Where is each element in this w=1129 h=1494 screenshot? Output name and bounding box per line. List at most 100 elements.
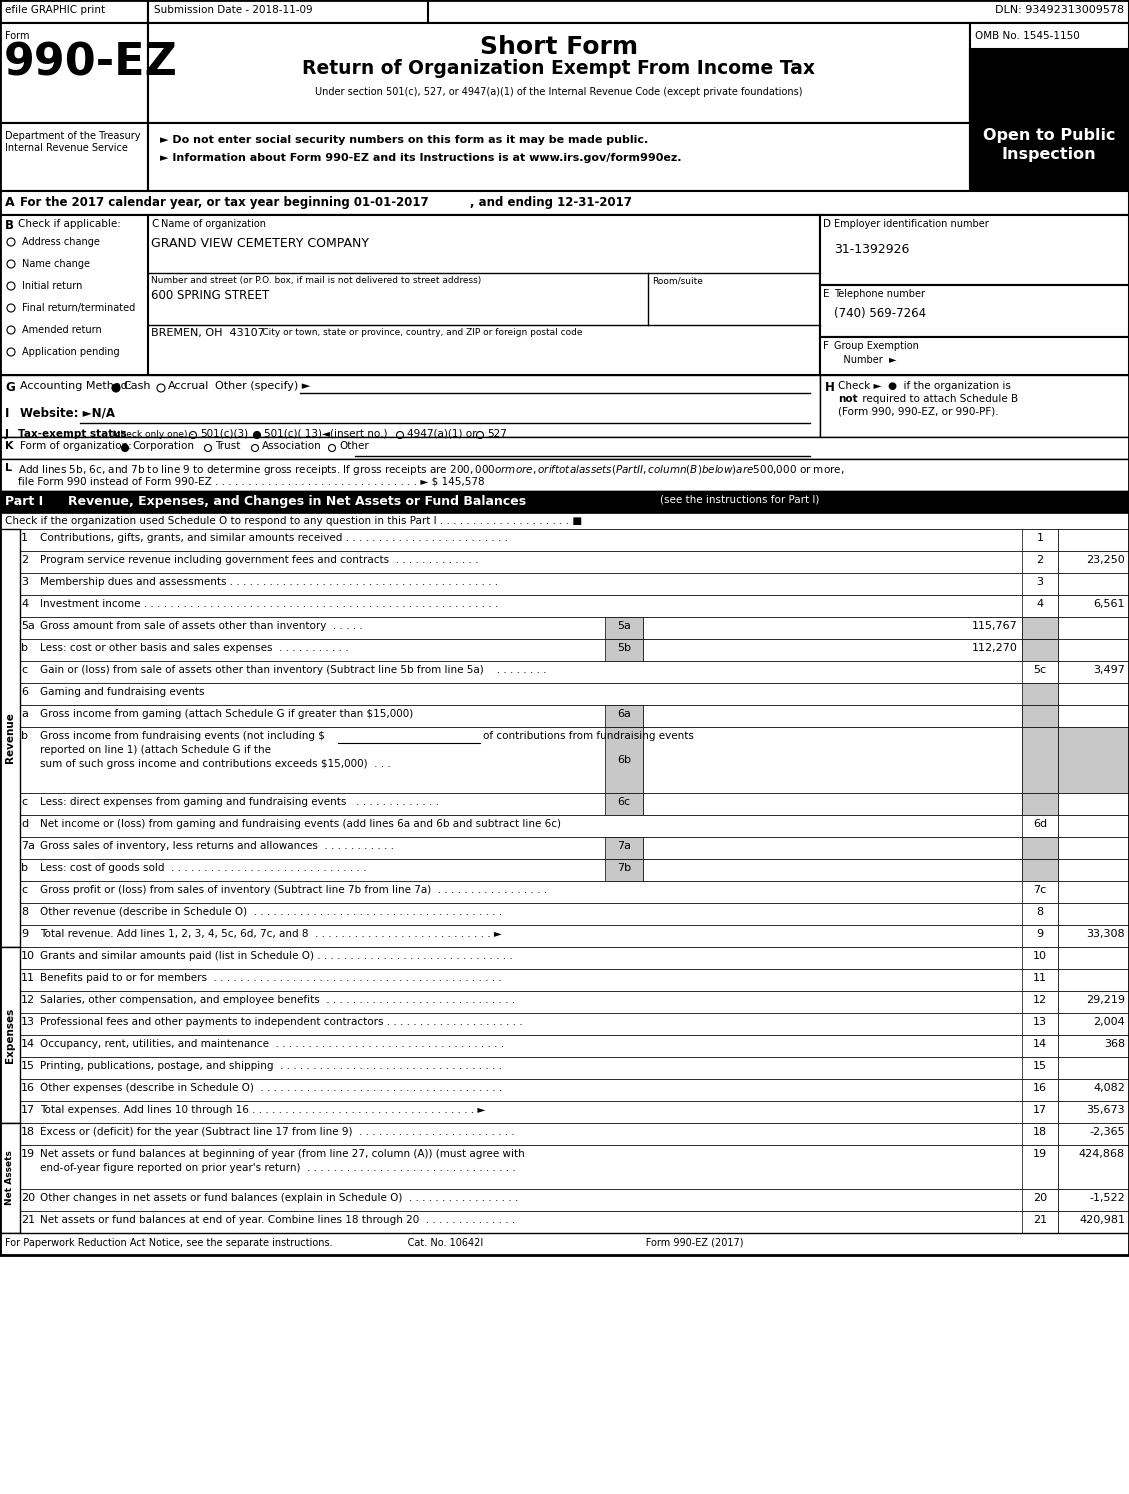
Text: Net income or (loss) from gaming and fundraising events (add lines 6a and 6b and: Net income or (loss) from gaming and fun… bbox=[40, 819, 561, 829]
Bar bbox=[1022, 902, 1058, 925]
Text: Initial return: Initial return bbox=[21, 281, 82, 291]
Text: 6,561: 6,561 bbox=[1094, 599, 1124, 610]
Text: 15: 15 bbox=[21, 1061, 35, 1071]
Text: file Form 990 instead of Form 990-EZ . . . . . . . . . . . . . . . . . . . . . .: file Form 990 instead of Form 990-EZ . .… bbox=[18, 477, 484, 486]
Bar bbox=[0, 492, 1129, 512]
Circle shape bbox=[112, 384, 120, 391]
Text: Other expenses (describe in Schedule O)  . . . . . . . . . . . . . . . . . . . .: Other expenses (describe in Schedule O) … bbox=[40, 1083, 502, 1094]
Text: 7a: 7a bbox=[618, 841, 631, 852]
Bar bbox=[1058, 529, 1129, 551]
Text: For Paperwork Reduction Act Notice, see the separate instructions.              : For Paperwork Reduction Act Notice, see … bbox=[5, 1239, 744, 1247]
Text: 20: 20 bbox=[21, 1194, 35, 1203]
Bar bbox=[644, 705, 1022, 728]
Text: Website: ►N/A: Website: ►N/A bbox=[20, 406, 115, 420]
Text: Gaming and fundraising events: Gaming and fundraising events bbox=[40, 687, 204, 698]
Bar bbox=[1022, 859, 1058, 881]
Text: Employer identification number: Employer identification number bbox=[834, 220, 989, 229]
Text: 501(c)(3): 501(c)(3) bbox=[200, 429, 248, 439]
Bar bbox=[1058, 881, 1129, 902]
Text: c: c bbox=[21, 665, 27, 675]
Text: Investment income . . . . . . . . . . . . . . . . . . . . . . . . . . . . . . . : Investment income . . . . . . . . . . . … bbox=[40, 599, 498, 610]
Bar bbox=[1058, 1189, 1129, 1212]
Text: 1: 1 bbox=[21, 533, 28, 542]
Text: 527: 527 bbox=[487, 429, 507, 439]
Text: 424,868: 424,868 bbox=[1079, 1149, 1124, 1159]
Text: Less: cost of goods sold  . . . . . . . . . . . . . . . . . . . . . . . . . . . : Less: cost of goods sold . . . . . . . .… bbox=[40, 864, 367, 872]
Text: Revenue, Expenses, and Changes in Net Assets or Fund Balances: Revenue, Expenses, and Changes in Net As… bbox=[68, 495, 526, 508]
Text: -1,522: -1,522 bbox=[1089, 1194, 1124, 1203]
Bar bbox=[1022, 1212, 1058, 1233]
Text: Form of organization:: Form of organization: bbox=[20, 441, 132, 451]
Text: 420,981: 420,981 bbox=[1079, 1215, 1124, 1225]
Text: Gross profit or (loss) from sales of inventory (Subtract line 7b from line 7a)  : Gross profit or (loss) from sales of inv… bbox=[40, 884, 548, 895]
Text: 12: 12 bbox=[1033, 995, 1047, 1005]
Text: Part I: Part I bbox=[5, 495, 43, 508]
Bar bbox=[820, 285, 1129, 338]
Bar bbox=[0, 22, 148, 123]
Bar bbox=[1022, 816, 1058, 837]
Text: of contributions from fundraising events: of contributions from fundraising events bbox=[483, 731, 694, 741]
Bar bbox=[1022, 574, 1058, 595]
Bar bbox=[20, 1144, 1129, 1189]
Text: BREMEN, OH  43107: BREMEN, OH 43107 bbox=[151, 329, 264, 338]
Text: 15: 15 bbox=[1033, 1061, 1047, 1071]
Text: A: A bbox=[5, 196, 15, 209]
Bar bbox=[644, 859, 1022, 881]
Bar bbox=[605, 859, 644, 881]
Bar bbox=[20, 529, 1129, 551]
Bar bbox=[644, 617, 1022, 639]
Bar bbox=[20, 1189, 1129, 1212]
Bar bbox=[20, 551, 1129, 574]
Bar bbox=[1058, 859, 1129, 881]
Bar bbox=[20, 1056, 1129, 1079]
Bar bbox=[605, 728, 644, 793]
Text: 4947(a)(1) or: 4947(a)(1) or bbox=[406, 429, 476, 439]
Text: Other: Other bbox=[339, 441, 369, 451]
Text: 9: 9 bbox=[21, 929, 28, 940]
Text: Form: Form bbox=[5, 31, 29, 40]
Text: Gross income from fundraising events (not including $: Gross income from fundraising events (no… bbox=[40, 731, 325, 741]
Bar bbox=[1058, 1035, 1129, 1056]
Text: Less: direct expenses from gaming and fundraising events   . . . . . . . . . . .: Less: direct expenses from gaming and fu… bbox=[40, 796, 439, 807]
Text: Net assets or fund balances at beginning of year (from line 27, column (A)) (mus: Net assets or fund balances at beginning… bbox=[40, 1149, 525, 1159]
Text: b: b bbox=[21, 642, 28, 653]
Bar bbox=[0, 947, 20, 1123]
Bar bbox=[0, 1233, 1129, 1255]
Text: 501(c)( 13): 501(c)( 13) bbox=[264, 429, 322, 439]
Text: F: F bbox=[823, 341, 829, 351]
Text: 31-1392926: 31-1392926 bbox=[834, 244, 909, 255]
Bar bbox=[0, 529, 20, 947]
Bar bbox=[20, 1101, 1129, 1123]
Bar bbox=[605, 837, 644, 859]
Text: Gain or (loss) from sale of assets other than inventory (Subtract line 5b from l: Gain or (loss) from sale of assets other… bbox=[40, 665, 546, 675]
Text: Under section 501(c), 527, or 4947(a)(1) of the Internal Revenue Code (except pr: Under section 501(c), 527, or 4947(a)(1)… bbox=[315, 87, 803, 97]
Text: Internal Revenue Service: Internal Revenue Service bbox=[5, 143, 128, 152]
Bar bbox=[644, 639, 1022, 660]
Bar bbox=[820, 215, 1129, 285]
Bar bbox=[1022, 1101, 1058, 1123]
Bar bbox=[1058, 793, 1129, 816]
Bar bbox=[20, 947, 1129, 970]
Text: Occupancy, rent, utilities, and maintenance  . . . . . . . . . . . . . . . . . .: Occupancy, rent, utilities, and maintena… bbox=[40, 1038, 505, 1049]
Text: I: I bbox=[5, 406, 9, 420]
Bar bbox=[1022, 991, 1058, 1013]
Bar bbox=[20, 793, 1129, 816]
Text: Corporation: Corporation bbox=[132, 441, 194, 451]
Text: 35,673: 35,673 bbox=[1086, 1106, 1124, 1115]
Bar bbox=[20, 595, 1129, 617]
Text: Program service revenue including government fees and contracts  . . . . . . . .: Program service revenue including govern… bbox=[40, 554, 479, 565]
Bar bbox=[20, 859, 1129, 881]
Text: Excess or (deficit) for the year (Subtract line 17 from line 9)  . . . . . . . .: Excess or (deficit) for the year (Subtra… bbox=[40, 1126, 515, 1137]
Text: Short Form: Short Form bbox=[480, 34, 638, 58]
Text: L: L bbox=[5, 463, 12, 474]
Bar bbox=[20, 902, 1129, 925]
Text: E: E bbox=[823, 288, 830, 299]
Text: 33,308: 33,308 bbox=[1086, 929, 1124, 940]
Text: d: d bbox=[21, 819, 28, 829]
Text: a: a bbox=[21, 710, 28, 719]
Text: 1: 1 bbox=[1036, 533, 1043, 542]
Bar bbox=[20, 1079, 1129, 1101]
Bar bbox=[605, 639, 644, 660]
Text: Application pending: Application pending bbox=[21, 347, 120, 357]
Text: Membership dues and assessments . . . . . . . . . . . . . . . . . . . . . . . . : Membership dues and assessments . . . . … bbox=[40, 577, 498, 587]
